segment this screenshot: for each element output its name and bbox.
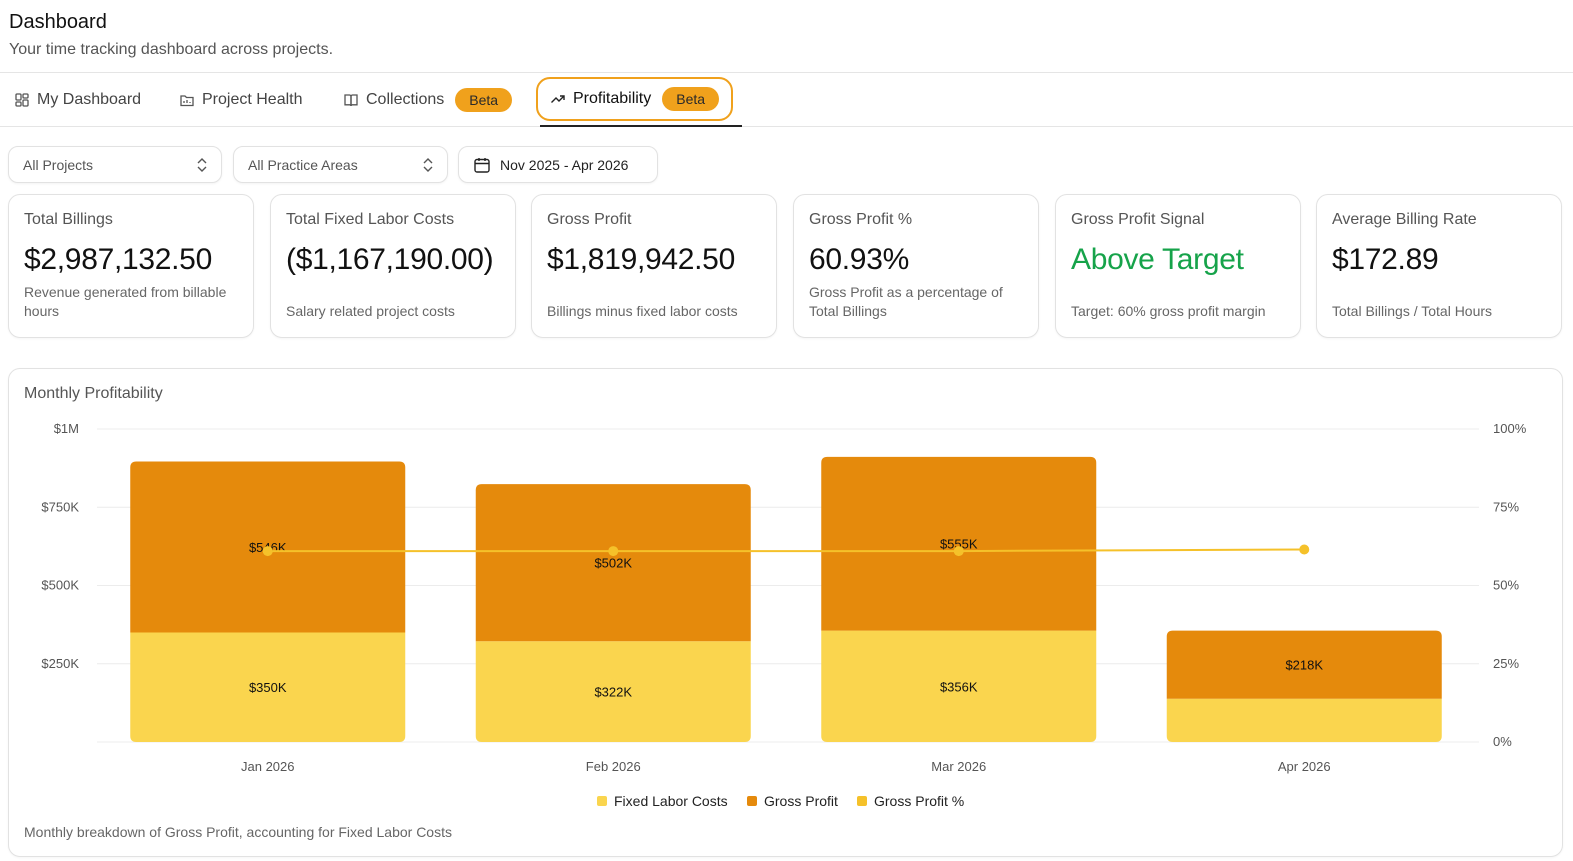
date-range-picker[interactable]: Nov 2025 - Apr 2026 (458, 146, 658, 183)
x-tick-label: Mar 2026 (931, 759, 986, 774)
card-value: $2,987,132.50 (24, 243, 212, 276)
calendar-icon (474, 157, 490, 173)
card-title: Gross Profit (547, 211, 632, 228)
card-description: Salary related project costs (286, 303, 455, 319)
tab-label: Profitability (573, 90, 652, 107)
metric-card-fixed-labor-costs: Total Fixed Labor Costs ($1,167,190.00) … (270, 194, 516, 338)
gross-profit-percent-point (262, 546, 273, 557)
folder-chart-icon (180, 94, 194, 106)
card-description: Target: 60% gross profit margin (1071, 303, 1266, 319)
legend-swatch (857, 796, 867, 806)
bar-gross-profit (821, 456, 1097, 631)
card-description: Billings minus fixed labor costs (547, 303, 738, 319)
tab-label: My Dashboard (37, 90, 142, 108)
metric-card-average-billing-rate: Average Billing Rate $172.89 Total Billi… (1316, 194, 1562, 338)
card-title: Gross Profit Signal (1071, 211, 1205, 228)
tab-my-dashboard[interactable]: My Dashboard (14, 73, 141, 126)
metric-card-gross-profit-percent: Gross Profit % 60.93% Gross Profit as a … (793, 194, 1039, 338)
bar-data-label: $502K (594, 556, 632, 571)
grid-icon (15, 92, 29, 107)
card-value: Above Target (1071, 243, 1244, 276)
gross-profit-percent-point (1299, 544, 1310, 555)
legend-label: Gross Profit % (874, 793, 964, 809)
active-tab-indicator (540, 125, 742, 127)
card-title: Gross Profit % (809, 211, 913, 228)
gross-profit-percent-line (267, 548, 1305, 553)
y-left-tick-label: $1M (54, 421, 79, 436)
card-value: $1,819,942.50 (547, 243, 735, 276)
trending-up-icon (551, 95, 565, 103)
metric-card-gross-profit-signal: Gross Profit Signal Above Target Target:… (1055, 194, 1301, 338)
bar-fixed-labor-costs (475, 641, 751, 742)
tab-label: Project Health (202, 90, 303, 108)
chart-footer: Monthly breakdown of Gross Profit, accou… (24, 824, 452, 840)
projects-select[interactable]: All Projects (8, 146, 222, 183)
legend-label: Fixed Labor Costs (614, 793, 728, 809)
bar-fixed-labor-costs (1166, 698, 1442, 742)
bar-fixed-labor-costs (821, 630, 1097, 742)
gross-profit-percent-point (953, 546, 964, 557)
bar-data-label: $356K (940, 679, 978, 694)
beta-badge: Beta (662, 87, 720, 111)
tab-profitability[interactable]: Profitability Beta (536, 77, 734, 121)
bar-gross-profit (475, 484, 751, 642)
x-tick-label: Jan 2026 (241, 759, 295, 774)
chart-title: Monthly Profitability (24, 385, 163, 402)
practice-areas-select[interactable]: All Practice Areas (233, 146, 448, 183)
bar-data-label: $322K (594, 685, 632, 700)
bar-data-label: $350K (249, 680, 287, 695)
page-title: Dashboard (9, 11, 107, 33)
y-right-tick-label: 0% (1493, 734, 1512, 749)
card-value: ($1,167,190.00) (286, 243, 494, 276)
y-right-tick-label: 50% (1493, 578, 1519, 593)
beta-badge: Beta (455, 87, 513, 112)
date-range-value: Nov 2025 - Apr 2026 (500, 156, 629, 173)
y-left-tick-label: $500K (41, 578, 79, 593)
page-header: Dashboard Your time tracking dashboard a… (9, 10, 333, 60)
chevron-up-down-icon (197, 158, 207, 172)
legend-label: Gross Profit (764, 793, 838, 809)
x-tick-label: Apr 2026 (1278, 759, 1331, 774)
chevron-up-down-icon (423, 158, 433, 172)
book-icon (344, 93, 358, 106)
card-value: 60.93% (809, 243, 909, 276)
card-title: Total Fixed Labor Costs (286, 211, 455, 228)
y-left-tick-label: $250K (41, 656, 79, 671)
monthly-profitability-chart: $1M $750K $500K $250K 100% 75% 50% 25% 0% $350K $5… (41, 421, 1527, 809)
card-description: Revenue generated from billable hours (24, 284, 227, 319)
practice-areas-select-value: All Practice Areas (248, 156, 358, 173)
bar-data-label: $555K (940, 537, 978, 552)
card-title: Average Billing Rate (1332, 211, 1477, 228)
bar-gross-profit (1166, 630, 1442, 699)
card-description: Total Billings / Total Hours (1332, 303, 1493, 319)
y-right-tick-label: 75% (1493, 499, 1519, 514)
card-value: $172.89 (1332, 243, 1439, 276)
bar-data-label: $218K (1285, 658, 1323, 673)
card-title: Total Billings (24, 211, 113, 228)
monthly-profitability-panel: $1M $750K $500K $250K 100% 75% 50% 25% 0% $350K $5… (8, 368, 1563, 857)
x-tick-label: Feb 2026 (586, 759, 641, 774)
gross-profit-percent-point (608, 546, 619, 557)
legend-swatch (747, 796, 757, 806)
tab-bar: My Dashboard Project Health Collections … (0, 72, 1573, 127)
legend-swatch (597, 796, 607, 806)
card-description: Gross Profit as a percentage of Total Bi… (809, 284, 1003, 319)
metric-card-gross-profit: Gross Profit $1,819,942.50 Billings minu… (531, 194, 777, 338)
tab-project-health[interactable]: Project Health (179, 73, 303, 126)
metric-card-total-billings: Total Billings $2,987,132.50 Revenue gen… (8, 194, 254, 338)
y-left-tick-label: $750K (41, 499, 79, 514)
y-right-tick-label: 25% (1493, 656, 1519, 671)
tab-collections[interactable]: Collections Beta (343, 73, 513, 126)
y-right-tick-label: 100% (1493, 421, 1527, 436)
projects-select-value: All Projects (23, 156, 94, 173)
bar-fixed-labor-costs (130, 632, 406, 742)
tab-label: Collections (366, 90, 445, 108)
page-subtitle: Your time tracking dashboard across proj… (9, 41, 334, 58)
